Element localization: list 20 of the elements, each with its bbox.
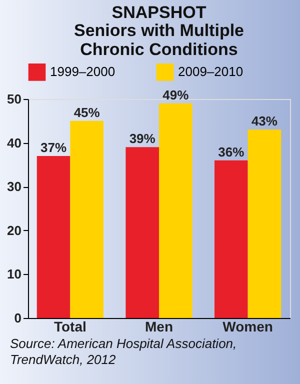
legend-label: 1999–2000 [50, 64, 116, 80]
chart-subtitle: Seniors with Multiple Chronic Conditions [74, 21, 244, 59]
y-tick-label: 30 [7, 179, 22, 194]
x-tick-label: Women [222, 318, 273, 334]
data-label: 45% [74, 104, 100, 120]
data-label: 39% [129, 131, 156, 146]
data-label: 49% [162, 87, 190, 102]
y-tick-label: 10 [7, 266, 22, 282]
data-label: 36% [218, 144, 245, 160]
x-tick-label: Men [145, 318, 173, 334]
source-note: Source: American Hospital Association, TrendWatch, 2012 [10, 336, 238, 368]
y-tick-label: 20 [7, 222, 22, 238]
chart-title: SNAPSHOT [112, 3, 207, 22]
data-label: 37% [40, 140, 67, 155]
legend-label: 2009–2010 [178, 64, 244, 80]
data-label: 43% [251, 114, 278, 129]
y-tick-label: 40 [7, 135, 22, 150]
y-tick-label: 0 [14, 310, 22, 326]
x-tick-label: Total [54, 318, 86, 334]
y-tick-label: 50 [7, 92, 22, 106]
